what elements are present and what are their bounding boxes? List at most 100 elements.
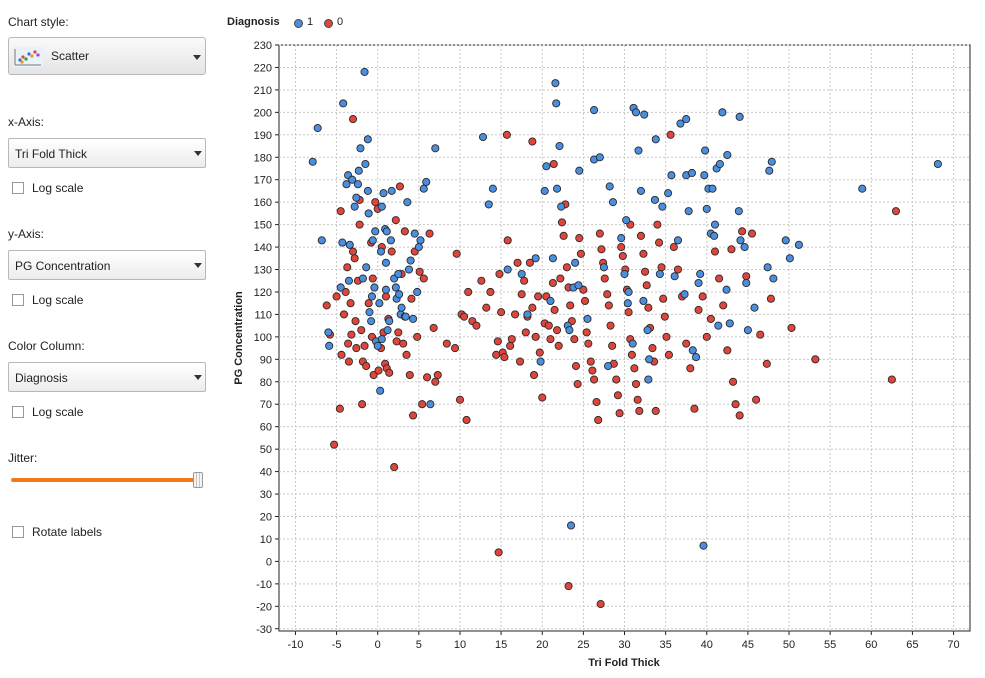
data-point-diagnosis-0 [630,364,639,373]
y-tick-label: 20 [260,511,272,523]
jitter-slider-handle[interactable] [193,472,203,488]
y-tick-label: 0 [266,556,272,568]
data-point-diagnosis-0 [657,263,666,272]
data-point-diagnosis-1 [354,166,363,175]
data-point-diagnosis-0 [341,287,350,297]
data-point-diagnosis-1 [353,180,363,189]
data-point-diagnosis-1 [484,200,493,209]
data-point-diagnosis-0 [450,344,460,353]
data-point-diagnosis-0 [358,400,367,409]
x-log-scale-checkbox[interactable] [12,182,24,194]
data-point-diagnosis-0 [395,182,404,191]
data-point-diagnosis-1 [605,182,614,191]
rotate-labels-checkbox[interactable] [12,526,24,538]
data-point-diagnosis-0 [477,276,486,285]
data-point-diagnosis-0 [357,326,366,335]
data-point-diagnosis-0 [719,301,728,310]
y-axis-value: PG Concentration [15,259,111,273]
data-point-diagnosis-1 [735,112,744,121]
data-point-diagnosis-0 [520,276,529,285]
data-point-diagnosis-0 [355,220,364,229]
y-tick-label: 80 [260,377,272,389]
y-log-scale-checkbox[interactable] [12,294,24,306]
data-point-diagnosis-1 [325,341,334,350]
y-tick-label: -30 [256,624,272,636]
x-tick-label: 25 [577,639,589,651]
data-point-diagnosis-0 [362,362,371,371]
data-point-diagnosis-0 [419,274,428,283]
data-point-diagnosis-0 [710,247,720,256]
data-point-diagnosis-1 [676,119,685,128]
x-log-scale-label: Log scale [32,181,84,195]
x-tick-label: 70 [947,639,959,651]
data-point-diagnosis-1 [680,290,689,299]
data-point-diagnosis-0 [644,303,653,312]
data-point-diagnosis-1 [531,254,540,263]
data-point-diagnosis-0 [330,440,339,449]
color-column-label: Color Column: [8,339,85,353]
data-point-diagnosis-1 [431,144,440,153]
data-point-diagnosis-0 [731,400,740,409]
data-point-diagnosis-0 [402,350,411,359]
data-point-diagnosis-1 [382,227,391,236]
data-point-diagnosis-0 [653,220,662,229]
data-point-diagnosis-1 [406,256,415,265]
data-point-diagnosis-0 [742,272,751,281]
data-point-diagnosis-0 [455,395,465,404]
data-point-diagnosis-1 [708,184,717,193]
data-point-diagnosis-1 [363,135,372,144]
data-point-diagnosis-1 [387,186,396,195]
data-point-diagnosis-0 [371,198,380,207]
data-point-diagnosis-1 [413,287,422,297]
data-point-diagnosis-1 [395,290,404,299]
y-axis-ticks: -30 -20 -10 0 10 20 30 40 50 60 70 80 90 100 110 120 130… [254,40,279,636]
y-log-scale-label: Log scale [32,293,84,307]
data-point-diagnosis-0 [390,463,399,472]
chart-style-dropdown[interactable]: Scatter [8,37,206,75]
data-point-diagnosis-1 [670,272,679,281]
x-tick-label: 45 [742,639,754,651]
y-axis-select[interactable]: PG Concentration [8,250,206,280]
data-point-diagnosis-1 [781,236,790,245]
data-point-diagnosis-1 [763,263,772,272]
y-tick-label: 10 [260,534,272,546]
data-point-diagnosis-1 [655,269,664,279]
chevron-down-icon [194,375,202,380]
data-point-diagnosis-0 [336,207,345,216]
data-point-diagnosis-0 [631,379,641,389]
data-point-diagnosis-0 [418,400,427,409]
color-column-select[interactable]: Diagnosis [8,362,206,392]
data-point-diagnosis-1 [367,317,376,326]
x-tick-label: 5 [416,639,422,651]
data-point-diagnosis-1 [397,303,406,312]
data-point-diagnosis-0 [735,411,744,420]
data-point-diagnosis-1 [734,207,743,216]
x-tick-label: 50 [783,639,795,651]
data-point-diagnosis-1 [536,357,545,366]
data-point-diagnosis-0 [405,370,414,380]
data-point-diagnosis-0 [521,328,530,337]
data-point-diagnosis-0 [662,332,671,341]
data-point-diagnosis-0 [636,231,646,240]
data-point-diagnosis-0 [535,348,544,357]
data-point-diagnosis-1 [628,339,637,348]
scatter-chart-icon [13,47,43,67]
color-log-scale-checkbox[interactable] [12,406,24,418]
data-point-diagnosis-1 [546,296,555,306]
data-point-diagnosis-0 [571,362,581,371]
data-point-diagnosis-0 [544,321,553,330]
y-tick-label: 200 [254,107,272,119]
data-point-diagnosis-0 [442,339,451,348]
data-point-diagnosis-0 [385,368,394,377]
data-point-diagnosis-0 [360,341,369,350]
data-point-diagnosis-1 [317,236,326,245]
x-tick-label: -10 [287,639,303,651]
data-point-diagnosis-1 [557,202,566,211]
data-point-diagnosis-0 [787,323,796,332]
data-point-diagnosis-0 [482,303,491,312]
jitter-slider-track[interactable] [11,478,201,482]
y-tick-label: 210 [254,85,272,97]
x-axis-select[interactable]: Tri Fold Thick [8,138,206,168]
y-tick-label: 30 [260,489,272,501]
data-point-diagnosis-1 [404,265,414,274]
